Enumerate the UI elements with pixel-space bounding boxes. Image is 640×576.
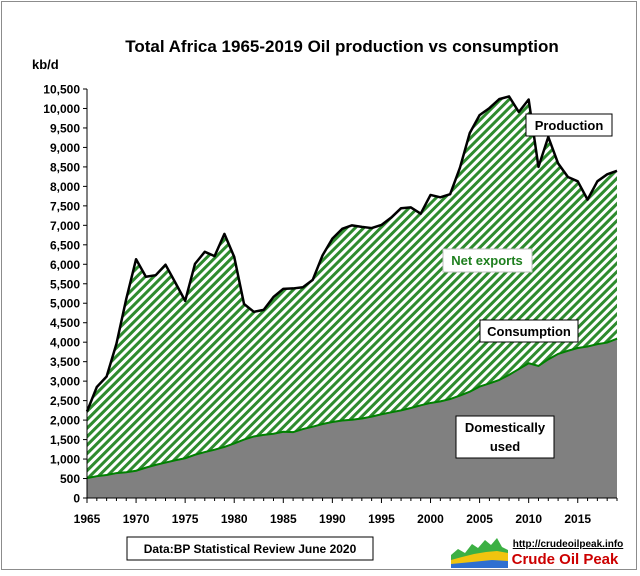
label-production-box: Production <box>525 113 613 137</box>
logo-url: http://crudeoilpeak.info <box>513 539 624 550</box>
y-tick-label: 2,500 <box>50 394 80 408</box>
y-tick-label: 5,000 <box>50 297 80 311</box>
y-tick-label: 1,000 <box>50 453 80 467</box>
label-net-exports: Net exports <box>451 253 523 268</box>
label-production: Production <box>535 118 604 133</box>
source-note-box: Data:BP Statistical Review June 2020 <box>126 536 374 561</box>
chart-title: Total Africa 1965-2019 Oil production vs… <box>125 37 559 56</box>
x-tick-label: 2005 <box>466 512 493 526</box>
y-tick-label: 10,500 <box>43 83 80 97</box>
x-tick-label: 1980 <box>221 512 248 526</box>
y-tick-label: 3,000 <box>50 375 80 389</box>
logo-mini-chart <box>451 538 508 568</box>
y-tick-label: 5,500 <box>50 277 80 291</box>
x-tick-label: 1965 <box>74 512 101 526</box>
x-tick-label: 2000 <box>417 512 444 526</box>
label-domestic: Domestically used <box>465 420 546 454</box>
y-tick-label: 500 <box>60 472 80 486</box>
label-consumption: Consumption <box>487 324 571 339</box>
y-axis-unit-label: kb/d <box>32 57 59 72</box>
source-note: Data:BP Statistical Review June 2020 <box>144 542 357 556</box>
y-tick-label: 6,500 <box>50 238 80 252</box>
x-tick-label: 1985 <box>270 512 297 526</box>
y-tick-label: 7,500 <box>50 199 80 213</box>
x-tick-label: 1995 <box>368 512 395 526</box>
y-tick-label: 0 <box>73 492 80 506</box>
y-tick-label: 2,000 <box>50 414 80 428</box>
label-consumption-box: Consumption <box>479 319 579 343</box>
y-tick-label: 9,000 <box>50 141 80 155</box>
net-exports-area <box>87 96 617 479</box>
x-tick-label: 1990 <box>319 512 346 526</box>
y-tick-label: 9,500 <box>50 121 80 135</box>
label-net-exports-box: Net exports <box>442 248 533 273</box>
logo-name: Crude Oil Peak <box>512 551 619 568</box>
crude-oil-peak-logo: http://crudeoilpeak.info Crude Oil Peak <box>451 538 623 568</box>
production-line <box>85 95 618 412</box>
x-tick-label: 1970 <box>123 512 150 526</box>
y-tick-label: 7,000 <box>50 219 80 233</box>
y-tick-label: 3,500 <box>50 355 80 369</box>
y-tick-label: 4,500 <box>50 316 80 330</box>
y-tick-label: 4,000 <box>50 336 80 350</box>
y-tick-label: 10,000 <box>43 102 80 116</box>
y-tick-label: 8,000 <box>50 180 80 194</box>
tick-layer: 0 500 1,000 1,500 2,000 2,500 3,000 3,500 4,000 4… <box>43 83 618 526</box>
y-tick-label: 8,500 <box>50 160 80 174</box>
consumption-line <box>86 337 618 480</box>
y-tick-label: 1,500 <box>50 433 80 447</box>
x-tick-label: 1975 <box>172 512 199 526</box>
label-domestic-box: Domestically used <box>455 415 555 459</box>
x-tick-label: 2015 <box>564 512 591 526</box>
y-tick-label: 6,000 <box>50 258 80 272</box>
x-tick-label: 2010 <box>515 512 542 526</box>
